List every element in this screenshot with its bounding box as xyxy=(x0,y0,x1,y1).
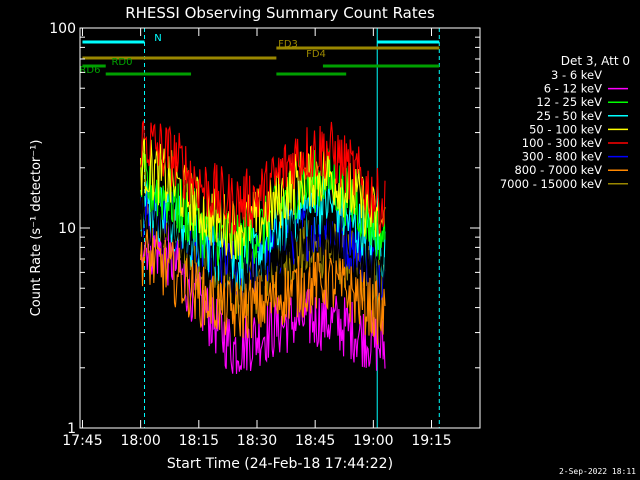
legend-label-0: 3 - 6 keV xyxy=(551,68,602,82)
x-tick-label-3: 18:30 xyxy=(237,433,277,449)
legend-title: Det 3, Att 0 xyxy=(561,54,630,68)
flag-label-4: RD6 xyxy=(79,65,100,76)
series-line-4 xyxy=(140,137,386,260)
x-tick-label-1: 18:00 xyxy=(120,433,160,449)
y-tick-label-0: 1 xyxy=(67,421,76,437)
legend-label-5: 100 - 300 keV xyxy=(522,136,602,150)
legend-label-2: 12 - 25 keV xyxy=(536,95,602,109)
x-tick-label-2: 18:15 xyxy=(179,433,219,449)
legend-label-3: 25 - 50 keV xyxy=(536,109,602,123)
x-tick-label-5: 19:00 xyxy=(353,433,393,449)
y-tick-label-2: 100 xyxy=(49,21,76,37)
flag-label-1: FD3 xyxy=(278,39,298,50)
legend-label-7: 800 - 7000 keV xyxy=(514,163,602,177)
legend-label-8: 7000 - 15000 keV xyxy=(500,177,602,191)
y-tick-label-1: 10 xyxy=(58,221,76,237)
flag-label-3: RD0 xyxy=(111,57,132,68)
series-layer xyxy=(140,120,386,374)
series-line-7 xyxy=(140,229,386,345)
legend-label-1: 6 - 12 keV xyxy=(544,82,602,96)
flag-label-2: FD4 xyxy=(306,49,326,60)
flag-label-0: N xyxy=(154,33,161,44)
x-tick-label-6: 19:15 xyxy=(411,433,451,449)
x-tick-label-4: 18:45 xyxy=(295,433,335,449)
flag-bars-layer: N FD3 FD4 RD0 RD6 xyxy=(79,33,440,76)
x-axis-label: Start Time (24-Feb-18 17:44:22) xyxy=(167,456,393,472)
legend-label-4: 50 - 100 keV xyxy=(529,122,602,136)
axes-layer: 17:45 18:00 18:15 18:30 18:45 19:00 19:15 1 10 10… xyxy=(49,21,481,449)
series-line-5 xyxy=(140,120,386,235)
legend-label-6: 300 - 800 keV xyxy=(522,150,602,164)
timestamp-footer: 2-Sep-2022 18:11 xyxy=(558,467,636,476)
chart-title: RHESSI Observing Summary Count Rates xyxy=(125,4,435,22)
y-axis-label: Count Rate (s⁻¹ detector⁻¹) xyxy=(29,140,44,317)
x-tick-label-0: 17:45 xyxy=(62,433,102,449)
